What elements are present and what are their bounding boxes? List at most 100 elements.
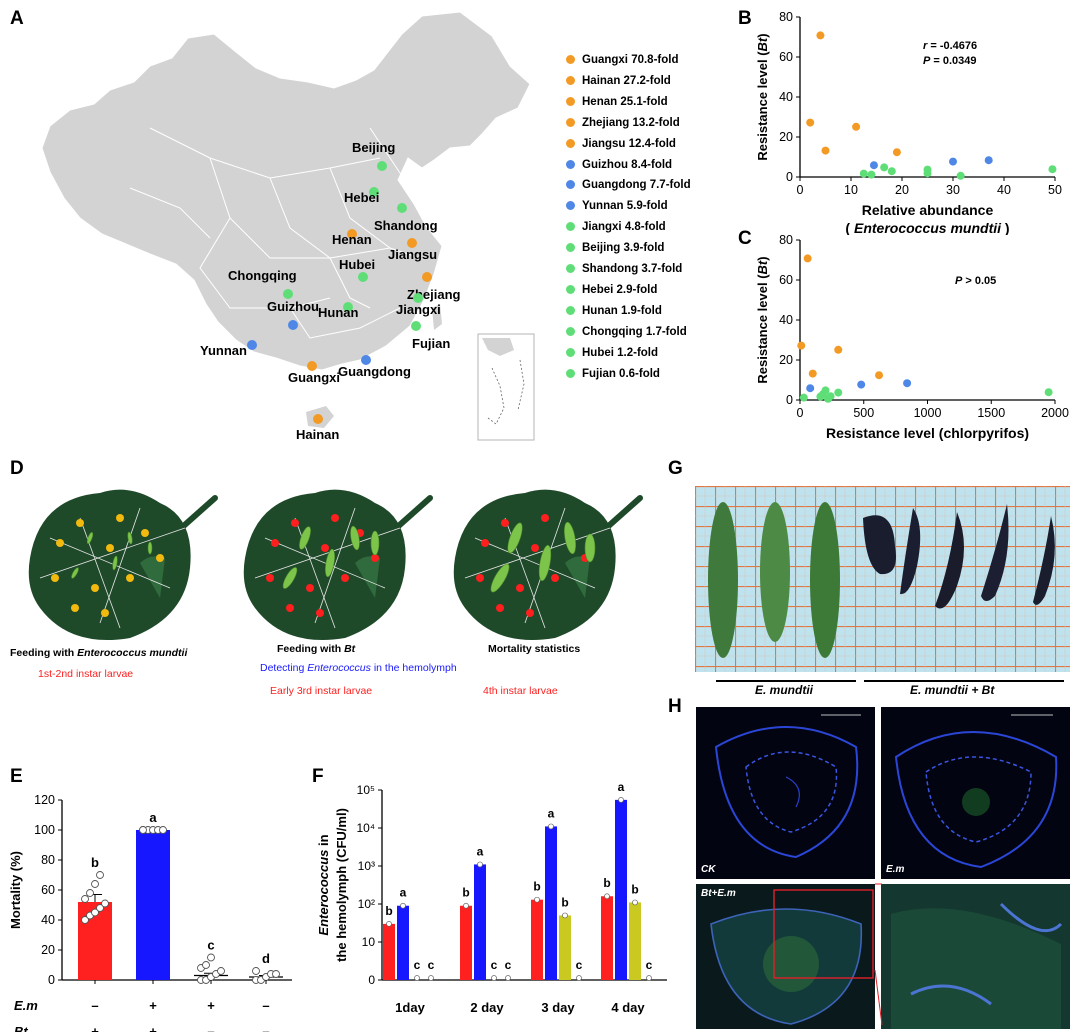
scatter-point [984,156,993,165]
bacteria-dot [266,574,274,582]
cfu-bar [460,905,472,980]
province-borders [129,127,421,339]
y-tick-label: 10 [362,935,376,949]
sample-point [576,975,582,981]
x-tick-label: 0 [797,183,804,197]
step2-stage: Early 3rd instar larvae [270,685,373,697]
scatter-point [824,394,833,403]
scatter-point [852,122,861,131]
legend-item: Guizhou 8.4-fold [566,159,672,171]
legend-dot-icon [566,159,575,169]
scatter-point [903,379,912,388]
significance-letter: c [428,958,435,972]
bacteria-dot [101,609,109,617]
province-marker [358,272,368,282]
y-tick-label: 40 [41,913,55,927]
legend-dot-icon [566,243,575,253]
province-label: Jiangsu [388,247,437,262]
leaf-highlight [140,556,165,598]
y-tick-label: 0 [786,170,793,184]
y-axis-label-2: the hemolymph (CFU/ml) [334,808,349,962]
legend-item: Hunan 1.9-fold [566,305,662,317]
legend-item: Hubei 1.2-fold [566,347,658,359]
detect-caption: Detecting Enterococcus in the hemolymph [260,662,457,674]
legend-label: Zhejiang 13.2-fold [582,116,680,129]
province-marker [343,302,353,312]
bacteria-dot [476,574,484,582]
scatter-point [821,146,830,155]
legend-label: Guangdong 7.7-fold [582,179,691,192]
province-label: Jiangxi [396,302,441,317]
province-label: Fujian [412,336,450,351]
y-tick-label: 40 [779,313,793,327]
larva-dead-3 [935,512,964,609]
sample-point [632,899,638,906]
sample-point [505,975,511,981]
legend-dot-icon [566,284,575,294]
panel-label-g: G [668,458,683,479]
larva [325,548,335,578]
bacteria-dot [371,554,379,562]
y-tick-label: 120 [34,793,55,807]
micro-ck: CK [696,707,875,879]
legend-item: Jiangxi 4.8-fold [566,221,666,233]
sample-point [604,893,610,900]
scatter-point [834,388,843,397]
sample-point [477,861,483,868]
bacteria-dot [141,529,149,537]
sample-point [534,896,540,903]
y-tick-label: 20 [779,353,793,367]
significance-letter: d [262,951,270,966]
bacteria-dot [291,519,299,527]
photo-label-right: E. mundtii + Bt [910,683,995,697]
scatter-point [797,341,806,350]
cfu-bar [545,826,557,980]
scatter-point [956,171,965,180]
y-axis-label: Mortality (%) [8,851,23,929]
x-tick-label: 500 [853,406,874,420]
sample-point [562,912,568,919]
province-marker [369,187,379,197]
hemolymph-bar-chart: 0 10 10² 10³ 10⁴ 10⁵ Enterococcus in the hemoly… [316,780,667,1015]
micro-label-ck: CK [701,864,716,875]
cfu-bar [531,899,543,980]
sample-point [81,916,89,924]
larva [370,530,380,556]
leaf-vein [264,537,386,589]
province-label: Hainan [296,427,339,442]
x-category-label: 2 day [470,1000,504,1015]
bacteria-dot [516,584,524,592]
legend-dot-icon [566,201,575,211]
y-tick-label: 60 [779,273,793,287]
significance-letter: c [414,958,421,972]
bt-sign: + [91,1024,99,1032]
y-tick-label: 10² [358,897,375,911]
bt-sign: – [207,1024,214,1032]
larva-dead-5 [1033,516,1055,605]
legend-label: Shandong 3.7-fold [582,263,683,275]
bacteria-dot [316,609,324,617]
panel-label-d: D [10,458,24,479]
scatter-point [806,118,815,127]
larva-dead-4 [981,504,1009,601]
bacteria-dot [76,519,84,527]
larva [71,567,79,579]
significance-letter: a [618,780,625,794]
leaf-vein [79,517,121,629]
sample-point [91,908,99,917]
legend-dot-icon [566,117,575,127]
province-marker [422,272,432,282]
larva-healthy-2 [760,502,790,642]
sample-point [400,902,406,909]
panel-label-e: E [10,766,23,787]
scatter-point [887,167,896,176]
larvae-photo [695,486,1070,672]
province-marker [307,361,317,371]
y-tick-label: 20 [779,130,793,144]
sample-point [272,970,280,978]
bacteria-dot [341,574,349,582]
sample-point [428,975,434,981]
sample-point [414,975,420,981]
map-landmass [41,11,531,371]
